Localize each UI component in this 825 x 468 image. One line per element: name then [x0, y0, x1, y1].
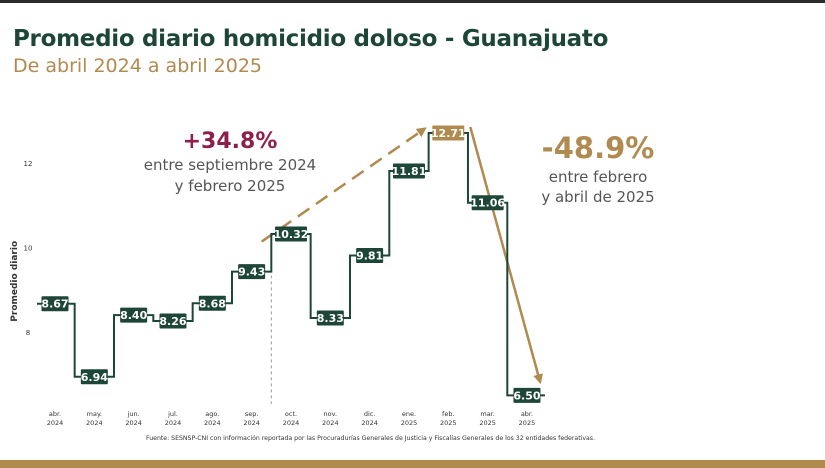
x-tick-label-month: may.: [87, 410, 102, 418]
data-label-text: 8.67: [41, 298, 68, 311]
data-label: 8.67: [41, 296, 69, 312]
data-label: 6.94: [80, 369, 108, 385]
x-tick-label-month: ago.: [205, 410, 219, 418]
decrease-trend-arrow: [469, 126, 543, 385]
bottom-border: [0, 460, 825, 468]
data-label: 8.26: [159, 313, 187, 329]
y-tick-label: 8: [26, 329, 30, 337]
x-tick-label-month: jul.: [167, 410, 178, 418]
x-tick-label-year: 2024: [47, 419, 64, 427]
trend-arrows: [260, 126, 543, 385]
data-label-box: [392, 163, 425, 179]
data-label: 10.32: [274, 226, 309, 242]
increase-trend-arrow: [260, 127, 427, 243]
data-label-box: [238, 264, 266, 280]
x-tick-label-year: 2025: [519, 419, 536, 427]
x-tick-label-month: feb.: [442, 410, 454, 418]
source-note: Fuente: SESNSP-CNI con información repor…: [146, 434, 595, 442]
increase-percentage: +34.8%: [183, 129, 278, 154]
data-label: 9.43: [238, 264, 266, 280]
x-tick-label-year: 2024: [283, 419, 300, 427]
data-label-box: [471, 195, 504, 211]
y-tick-label: 10: [24, 245, 33, 253]
decrease-description-line-2: y abril de 2025: [541, 188, 654, 206]
chart-title: Promedio diario homicidio doloso - Guana…: [13, 26, 609, 52]
x-tick-label-month: ene.: [402, 410, 416, 418]
x-tick-label-year: 2024: [322, 419, 339, 427]
x-tick-label-year: 2025: [479, 419, 496, 427]
x-tick-label-month: oct.: [285, 410, 297, 418]
data-label-text: 12.71: [431, 127, 466, 140]
decrease-description-line-1: entre febrero: [549, 168, 648, 186]
data-label-text: 9.43: [238, 266, 265, 279]
data-label-box: [356, 248, 384, 264]
data-label-text: 9.81: [356, 250, 383, 263]
data-label-text: 11.06: [470, 197, 505, 210]
data-label-box: [316, 310, 344, 326]
x-tick-label-year: 2024: [125, 419, 142, 427]
y-axis: 8 10 12 Promedio diario: [10, 160, 32, 337]
x-axis: abr.2024may.2024jun.2024jul.2024ago.2024…: [47, 410, 536, 427]
data-label: 6.50: [513, 387, 541, 403]
data-label-box: [80, 369, 108, 385]
x-tick-label-year: 2024: [86, 419, 103, 427]
x-tick-label-year: 2024: [243, 419, 260, 427]
data-label-text: 10.32: [274, 228, 309, 241]
data-label-box: [513, 387, 541, 403]
x-tick-label-year: 2025: [401, 419, 418, 427]
data-label-box: [432, 125, 465, 141]
data-label: 12.71: [431, 125, 466, 141]
x-tick-label-month: sep.: [245, 410, 259, 418]
data-label: 11.81: [392, 163, 427, 179]
y-tick-label: 12: [24, 160, 33, 168]
x-tick-label-year: 2025: [440, 419, 457, 427]
data-label-box: [198, 295, 226, 311]
data-label: 8.68: [198, 295, 226, 311]
data-label-box: [120, 307, 148, 323]
data-label-text: 8.33: [317, 312, 344, 325]
data-label-text: 8.68: [199, 297, 226, 310]
data-label-box: [41, 296, 69, 312]
data-label-text: 8.26: [159, 315, 186, 328]
data-label-text: 6.50: [513, 389, 540, 402]
x-tick-label-month: mar.: [480, 410, 494, 418]
x-tick-label-month: abr.: [49, 410, 61, 418]
x-tick-label-month: dic.: [364, 410, 376, 418]
increase-description-line-2: y febrero 2025: [175, 177, 286, 195]
data-label-box: [159, 313, 187, 329]
x-tick-label-month: jun.: [127, 410, 140, 418]
data-label-text: 6.94: [81, 371, 108, 384]
data-label-box: [274, 226, 307, 242]
data-label: 8.40: [120, 307, 148, 323]
x-tick-label-month: abr.: [521, 410, 533, 418]
chart-subtitle: De abril 2024 a abril 2025: [13, 55, 263, 77]
data-label-text: 11.81: [392, 165, 427, 178]
x-tick-label-year: 2024: [361, 419, 378, 427]
data-label-text: 8.40: [120, 309, 147, 322]
decrease-percentage: -48.9%: [542, 131, 655, 165]
x-tick-label-month: nov.: [324, 410, 338, 418]
y-axis-label: Promedio diario: [10, 241, 20, 322]
data-label: 8.33: [316, 310, 344, 326]
data-label: 11.06: [470, 195, 505, 211]
x-tick-label-year: 2024: [204, 419, 221, 427]
x-tick-label-year: 2024: [165, 419, 182, 427]
top-border: [0, 0, 825, 3]
data-label: 9.81: [356, 248, 384, 264]
data-labels: 8.67 6.94 8.40 8.26 8.68 9.43 10.32 8.33 9.81 11.…: [41, 125, 541, 403]
increase-description-line-1: entre septiembre 2024: [144, 156, 316, 174]
